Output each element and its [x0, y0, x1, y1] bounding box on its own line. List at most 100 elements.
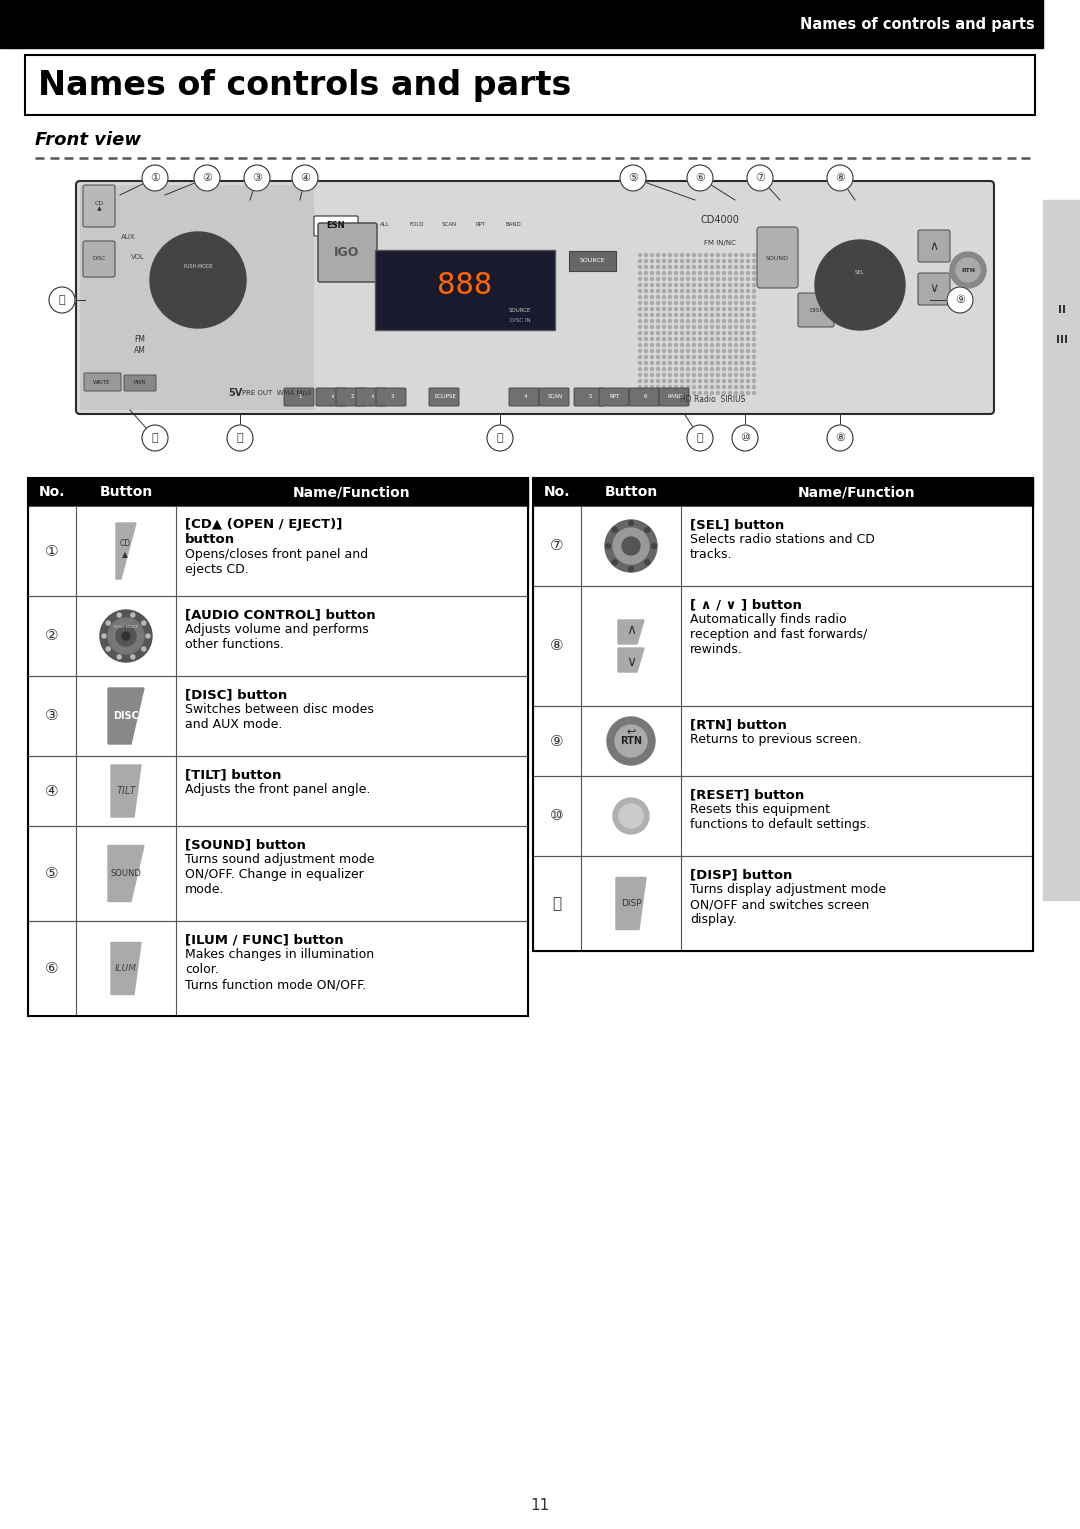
- Text: [RTN] button: [RTN] button: [690, 719, 787, 731]
- Text: DISC IN: DISC IN: [510, 318, 530, 323]
- Circle shape: [723, 385, 726, 388]
- Circle shape: [741, 254, 743, 257]
- Circle shape: [729, 367, 731, 370]
- Circle shape: [687, 361, 689, 364]
- Circle shape: [723, 295, 726, 298]
- Circle shape: [947, 287, 973, 313]
- Circle shape: [729, 254, 731, 257]
- Text: 4: 4: [523, 394, 527, 399]
- Circle shape: [692, 379, 696, 382]
- Text: No.: No.: [39, 485, 65, 498]
- Circle shape: [729, 391, 731, 394]
- Circle shape: [734, 260, 738, 263]
- Circle shape: [741, 320, 743, 323]
- Text: SOURCE: SOURCE: [579, 258, 605, 263]
- Circle shape: [753, 344, 756, 347]
- Circle shape: [746, 350, 750, 353]
- Text: ALL: ALL: [380, 223, 390, 228]
- Circle shape: [956, 258, 980, 281]
- Circle shape: [692, 332, 696, 335]
- Circle shape: [692, 320, 696, 323]
- Circle shape: [645, 277, 648, 280]
- Circle shape: [662, 350, 665, 353]
- Circle shape: [729, 272, 731, 275]
- Circle shape: [753, 338, 756, 341]
- Text: II: II: [1058, 304, 1066, 315]
- Circle shape: [226, 248, 231, 252]
- Circle shape: [723, 254, 726, 257]
- Circle shape: [699, 373, 702, 376]
- FancyBboxPatch shape: [757, 226, 798, 287]
- Circle shape: [753, 254, 756, 257]
- Circle shape: [680, 260, 684, 263]
- Circle shape: [827, 165, 853, 191]
- Circle shape: [638, 289, 642, 292]
- Circle shape: [827, 252, 893, 318]
- Circle shape: [723, 326, 726, 329]
- Circle shape: [680, 332, 684, 335]
- Circle shape: [675, 350, 677, 353]
- Circle shape: [734, 266, 738, 269]
- FancyBboxPatch shape: [80, 185, 314, 410]
- Text: RPT: RPT: [610, 394, 620, 399]
- Circle shape: [711, 326, 714, 329]
- Circle shape: [645, 301, 648, 304]
- Text: ⑥: ⑥: [45, 962, 58, 976]
- Circle shape: [741, 301, 743, 304]
- FancyBboxPatch shape: [429, 388, 459, 407]
- Text: Resets this equipment: Resets this equipment: [690, 803, 831, 816]
- Text: ON/OFF and switches screen: ON/OFF and switches screen: [690, 898, 869, 911]
- Circle shape: [657, 283, 660, 286]
- Text: [CD▲ (OPEN / EJECT)]: [CD▲ (OPEN / EJECT)]: [185, 518, 342, 531]
- Circle shape: [188, 271, 208, 291]
- Circle shape: [692, 289, 696, 292]
- Bar: [28, 479, 528, 506]
- Circle shape: [734, 254, 738, 257]
- FancyBboxPatch shape: [83, 242, 114, 277]
- Text: ∧: ∧: [930, 240, 939, 252]
- Circle shape: [692, 373, 696, 376]
- Circle shape: [716, 332, 719, 335]
- Circle shape: [716, 307, 719, 310]
- Text: and AUX mode.: and AUX mode.: [185, 719, 282, 731]
- Text: display.: display.: [690, 913, 737, 927]
- Circle shape: [716, 385, 719, 388]
- Circle shape: [746, 320, 750, 323]
- Circle shape: [699, 344, 702, 347]
- Circle shape: [729, 320, 731, 323]
- Text: [TILT] button: [TILT] button: [185, 768, 282, 781]
- Circle shape: [716, 283, 719, 286]
- Circle shape: [650, 391, 653, 394]
- Circle shape: [734, 344, 738, 347]
- Bar: [0, 0, 1043, 47]
- Text: ⑦: ⑦: [550, 538, 564, 553]
- FancyBboxPatch shape: [356, 388, 386, 407]
- Circle shape: [741, 313, 743, 317]
- Circle shape: [741, 379, 743, 382]
- Circle shape: [753, 266, 756, 269]
- Bar: [375, 251, 555, 330]
- Text: FM
AM: FM AM: [134, 335, 146, 355]
- Circle shape: [687, 350, 689, 353]
- Circle shape: [662, 367, 665, 370]
- Circle shape: [699, 307, 702, 310]
- Circle shape: [657, 272, 660, 275]
- Circle shape: [704, 379, 707, 382]
- Circle shape: [680, 320, 684, 323]
- Circle shape: [692, 385, 696, 388]
- FancyBboxPatch shape: [76, 180, 994, 414]
- Circle shape: [729, 344, 731, 347]
- Circle shape: [645, 344, 648, 347]
- Circle shape: [692, 295, 696, 298]
- Circle shape: [650, 313, 653, 317]
- Circle shape: [852, 277, 868, 294]
- Circle shape: [116, 625, 136, 645]
- Circle shape: [723, 332, 726, 335]
- FancyBboxPatch shape: [918, 229, 950, 261]
- Bar: [534, 706, 1032, 777]
- Circle shape: [711, 260, 714, 263]
- Circle shape: [650, 338, 653, 341]
- Circle shape: [662, 332, 665, 335]
- Circle shape: [619, 804, 643, 829]
- FancyBboxPatch shape: [918, 274, 950, 304]
